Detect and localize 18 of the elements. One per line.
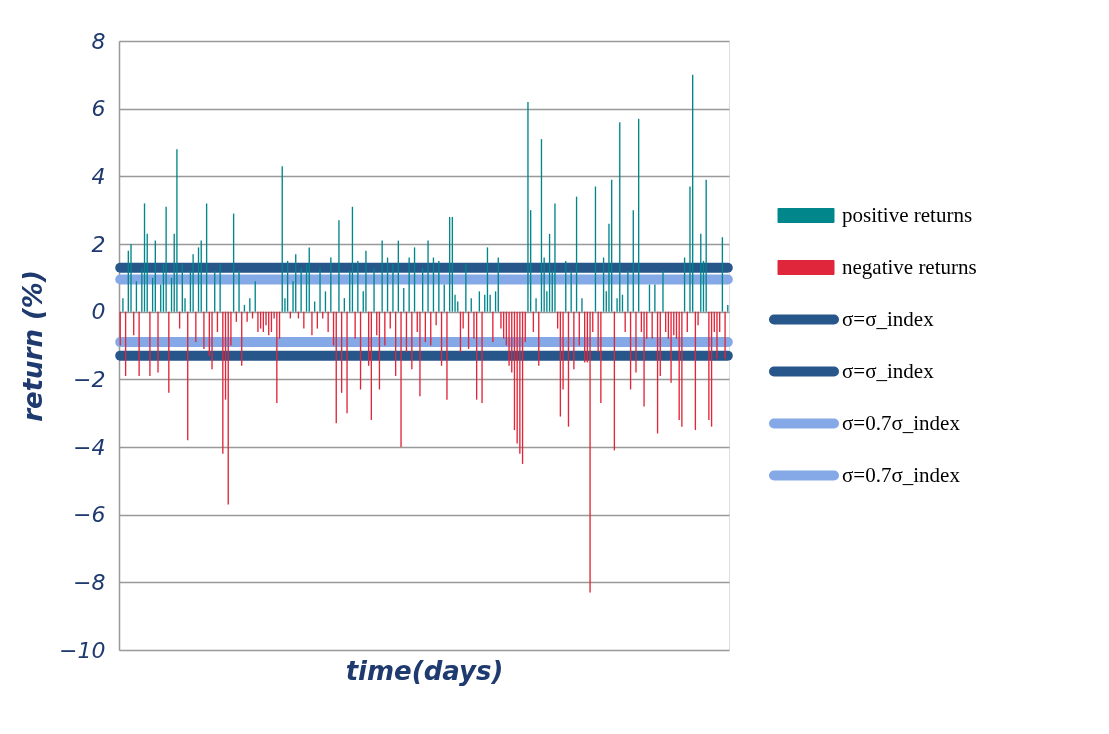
y-tick-label: −2 [73,366,106,392]
y-tick-label: 8 [91,28,106,54]
legend-label: σ=σ_index [842,306,935,331]
x-axis-title: time(days) [345,655,504,686]
y-tick-label: 2 [91,231,106,257]
y-tick-label: −4 [73,434,106,460]
legend-label: σ=0.7σ_index [842,410,961,435]
y-tick-label: −8 [73,569,106,595]
y-tick-label: 4 [91,163,106,189]
y-tick-label: −10 [59,637,106,663]
y-tick-label: −6 [73,502,106,528]
legend-label: σ=σ_index [842,358,935,383]
legend-label: negative returns [842,254,977,279]
legend-label: σ=0.7σ_index [842,462,961,487]
y-tick-label: 6 [91,96,106,122]
y-tick-label: 0 [91,299,106,325]
y-axis-title: return (%) [18,270,49,422]
legend-label: positive returns [842,202,973,227]
